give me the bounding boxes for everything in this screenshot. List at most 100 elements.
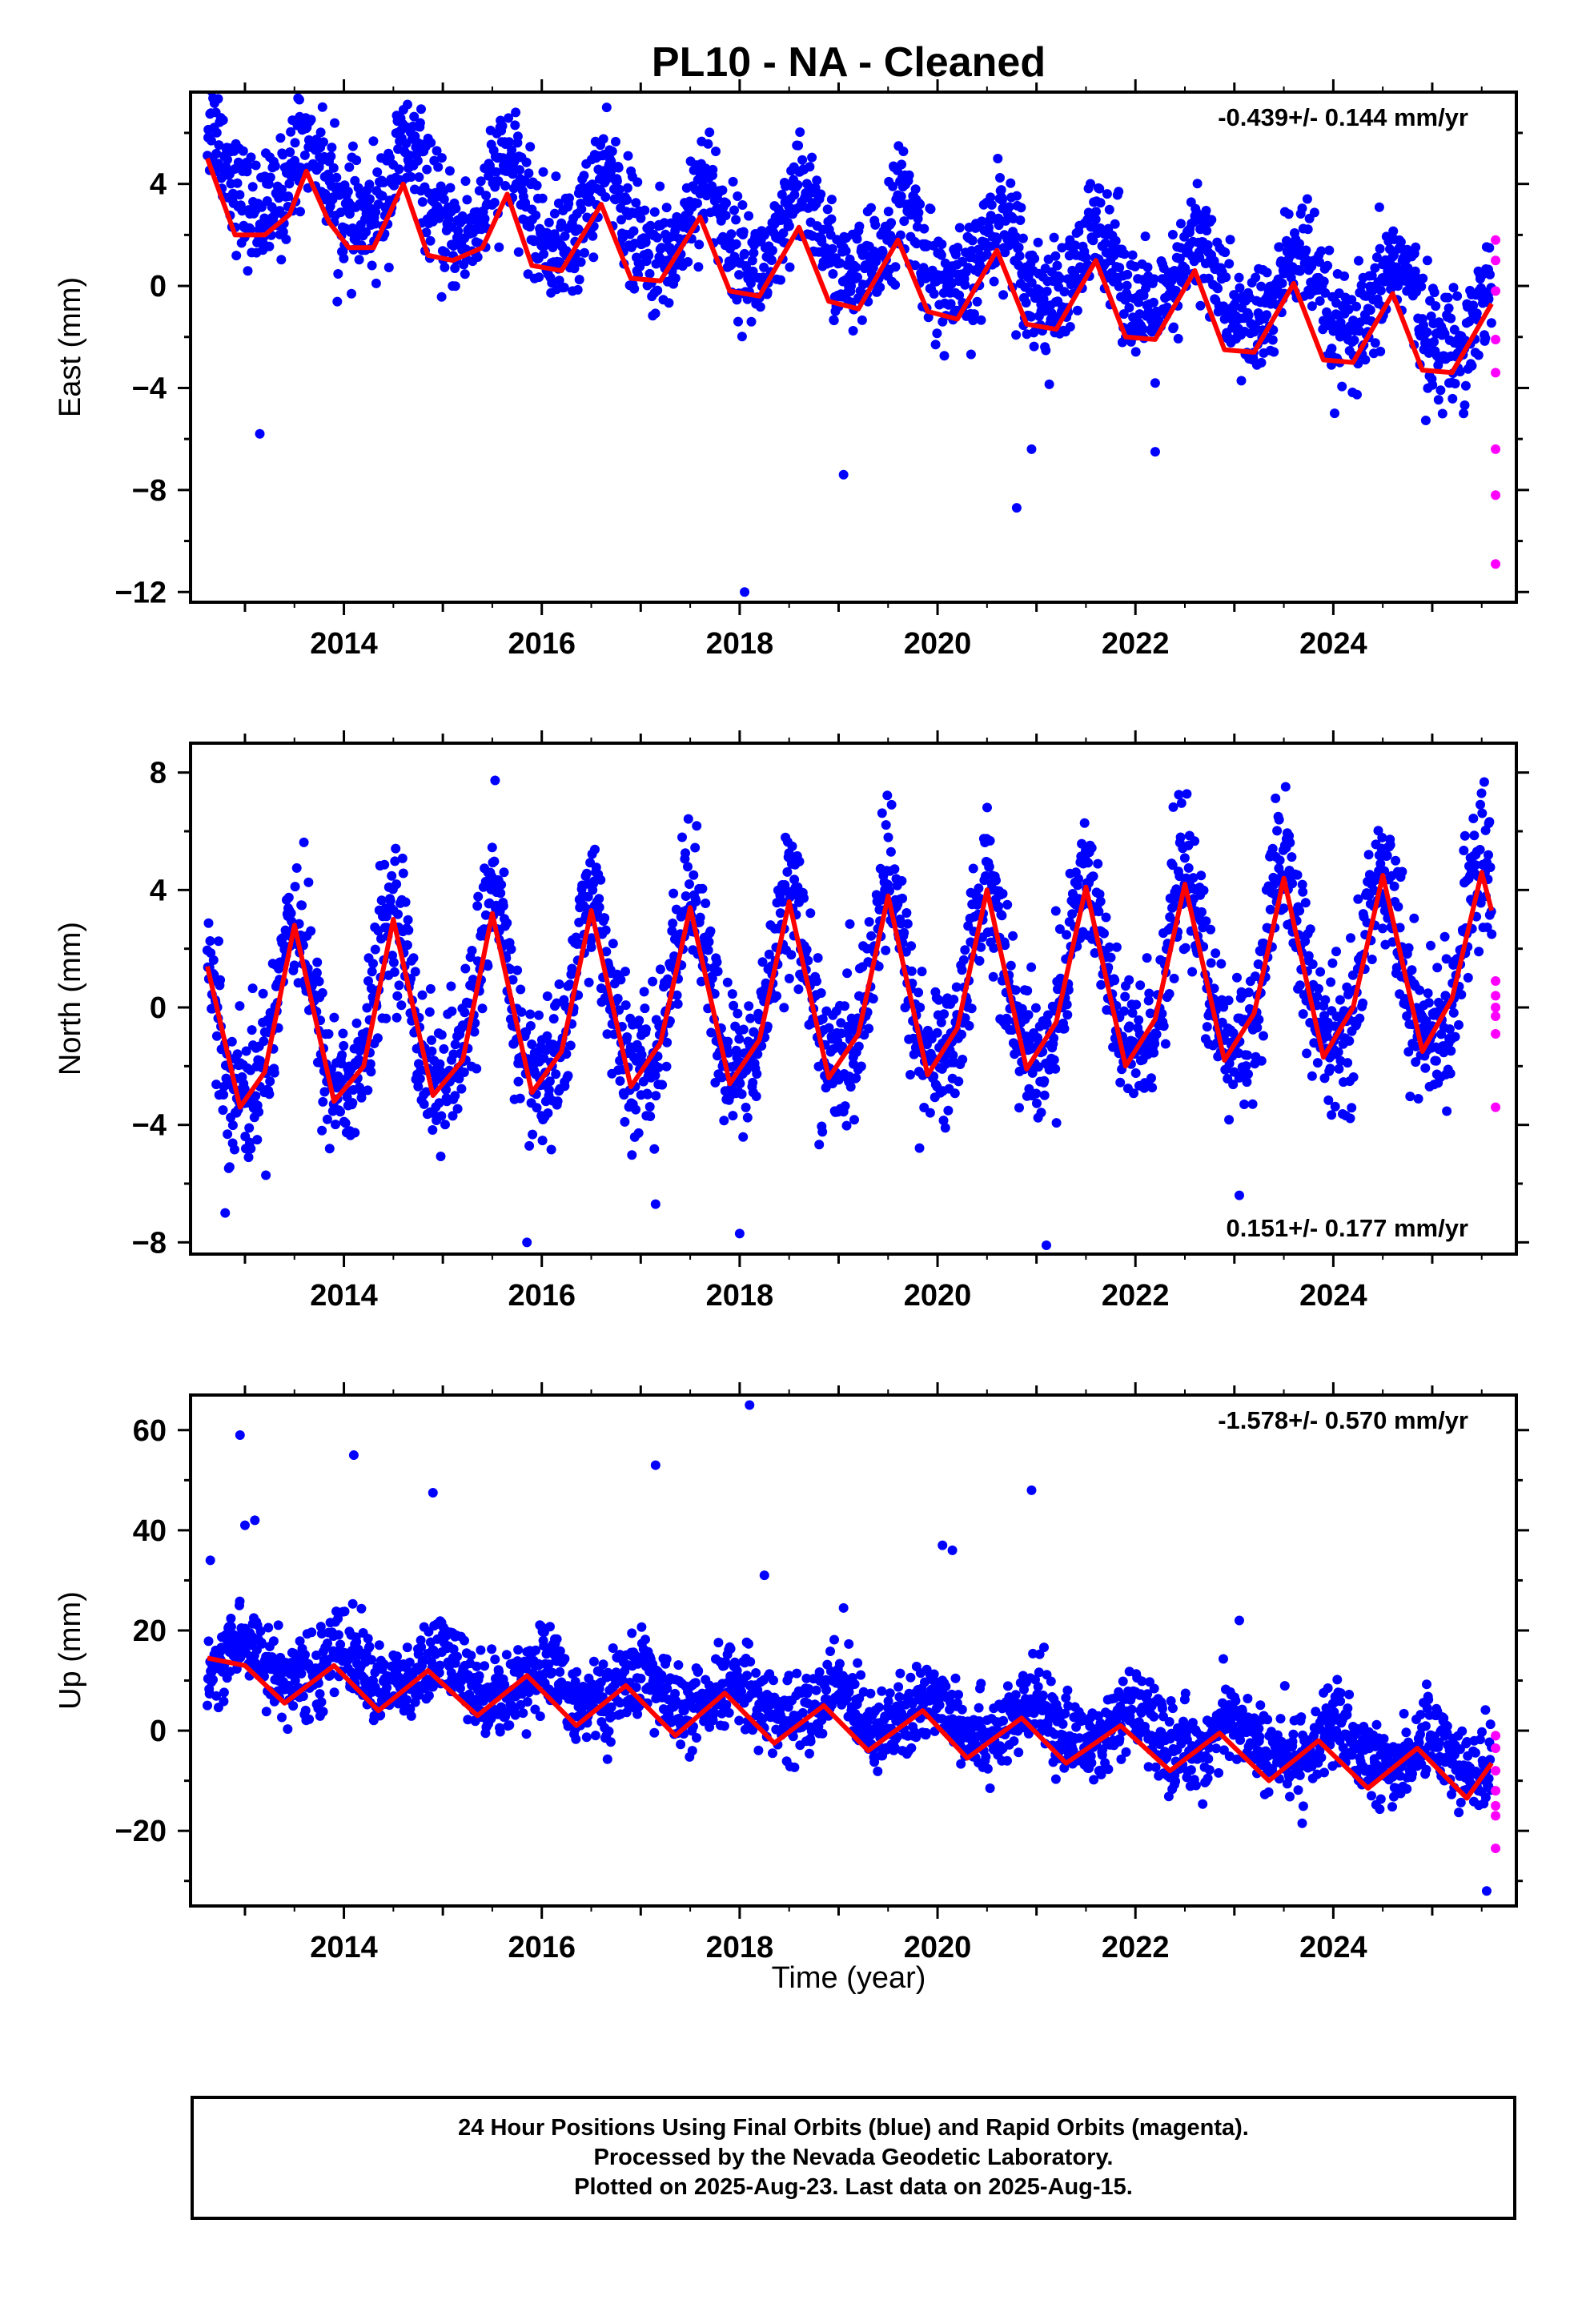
final-orbit-point [836, 1018, 846, 1028]
final-orbit-point [757, 957, 768, 967]
final-orbit-point [1275, 855, 1285, 866]
final-orbit-point [1011, 330, 1022, 340]
final-orbit-point [425, 983, 436, 994]
final-orbit-point [537, 193, 548, 203]
final-orbit-point [314, 976, 324, 987]
final-orbit-point [888, 181, 898, 191]
final-orbit-point [426, 138, 436, 148]
final-orbit-point [984, 862, 994, 872]
final-orbit-point [1077, 838, 1087, 849]
final-orbit-point [500, 181, 511, 191]
final-orbit-point [300, 1705, 311, 1715]
final-orbit-point [1006, 178, 1016, 188]
final-orbit-point [1206, 924, 1216, 935]
final-orbit-point [436, 1111, 447, 1121]
final-orbit-point [315, 127, 326, 138]
final-orbit-point [1225, 235, 1235, 245]
final-orbit-point [622, 1032, 632, 1042]
final-orbit-point [1119, 1006, 1129, 1016]
final-orbit-point [251, 160, 261, 171]
final-orbit-point [559, 283, 569, 292]
final-orbit-point [670, 273, 681, 283]
y-tick-label: 4 [150, 168, 167, 202]
final-orbit-point [549, 208, 560, 219]
final-orbit-point [1049, 1033, 1059, 1043]
final-orbit-point [417, 197, 428, 207]
final-orbit-point [1014, 251, 1025, 261]
final-orbit-point [252, 1135, 263, 1145]
final-orbit-point [767, 245, 777, 255]
final-orbit-point [1330, 1101, 1340, 1112]
final-orbit-point [394, 980, 404, 991]
final-orbit-point [1420, 416, 1431, 425]
final-orbit-point [677, 832, 687, 842]
final-orbit-point [827, 243, 837, 254]
final-orbit-point [245, 224, 255, 235]
final-orbit-point [667, 926, 677, 936]
final-orbit-point [1241, 1061, 1251, 1072]
final-orbit-point [232, 178, 243, 188]
rapid-orbit-point [1491, 286, 1501, 296]
final-orbit-point [901, 908, 912, 918]
final-orbit-point [504, 113, 514, 123]
final-orbit-point [1303, 951, 1314, 961]
final-orbit-point [551, 171, 561, 182]
final-orbit-point [452, 1104, 463, 1114]
final-orbit-point [784, 973, 794, 983]
outlier-point [838, 469, 849, 480]
final-orbit-point [669, 888, 679, 899]
final-orbit-point [1114, 187, 1124, 197]
final-orbit-point [993, 154, 1003, 163]
final-orbit-point [995, 173, 1005, 183]
final-orbit-point [1422, 327, 1432, 337]
final-orbit-point [339, 1040, 349, 1051]
final-orbit-point [966, 349, 976, 360]
final-orbit-point [436, 292, 447, 302]
final-orbit-point [1442, 1106, 1452, 1116]
final-orbit-point [371, 278, 381, 288]
final-orbit-point [622, 183, 632, 193]
final-orbit-point [960, 279, 970, 290]
final-orbit-point [1140, 231, 1150, 242]
final-orbit-point [1484, 850, 1493, 860]
final-orbit-point [1114, 281, 1124, 292]
final-orbit-point [620, 1000, 631, 1011]
final-orbit-point [364, 194, 375, 204]
final-orbit-point [1337, 381, 1347, 392]
final-orbit-point [462, 195, 472, 205]
final-orbit-point [543, 1108, 553, 1118]
final-orbit-point [1086, 179, 1095, 189]
final-orbit-point [372, 167, 383, 177]
final-orbit-point [1150, 378, 1160, 388]
final-orbit-point [227, 1120, 238, 1131]
final-orbit-point [510, 120, 520, 131]
final-orbit-point [258, 988, 268, 999]
final-orbit-point [929, 288, 939, 299]
final-orbit-point [551, 1069, 561, 1080]
final-orbit-point [989, 943, 999, 953]
final-orbit-point [775, 908, 785, 919]
final-orbit-point [870, 219, 881, 230]
final-orbit-point [261, 1707, 271, 1717]
y-tick-label: 0 [150, 270, 167, 304]
final-orbit-point [1190, 836, 1200, 846]
x-tick-label: 2016 [508, 627, 576, 661]
final-orbit-point [317, 1125, 327, 1136]
final-orbit-point [1389, 881, 1399, 891]
final-orbit-point [1167, 860, 1178, 870]
final-orbit-point [738, 1024, 749, 1035]
final-orbit-point [580, 247, 589, 258]
final-orbit-point [1468, 814, 1479, 823]
final-orbit-point [875, 282, 885, 292]
final-orbit-point [1322, 1025, 1332, 1035]
final-orbit-point [289, 960, 299, 971]
final-orbit-point [1262, 310, 1272, 320]
final-orbit-point [203, 1636, 214, 1647]
north-final-orbit-points [202, 775, 1497, 1250]
final-orbit-point [897, 159, 907, 170]
final-orbit-point [1232, 972, 1242, 983]
final-orbit-point [1216, 959, 1227, 969]
final-orbit-point [977, 216, 987, 227]
final-orbit-point [243, 160, 253, 171]
final-orbit-point [648, 976, 658, 987]
